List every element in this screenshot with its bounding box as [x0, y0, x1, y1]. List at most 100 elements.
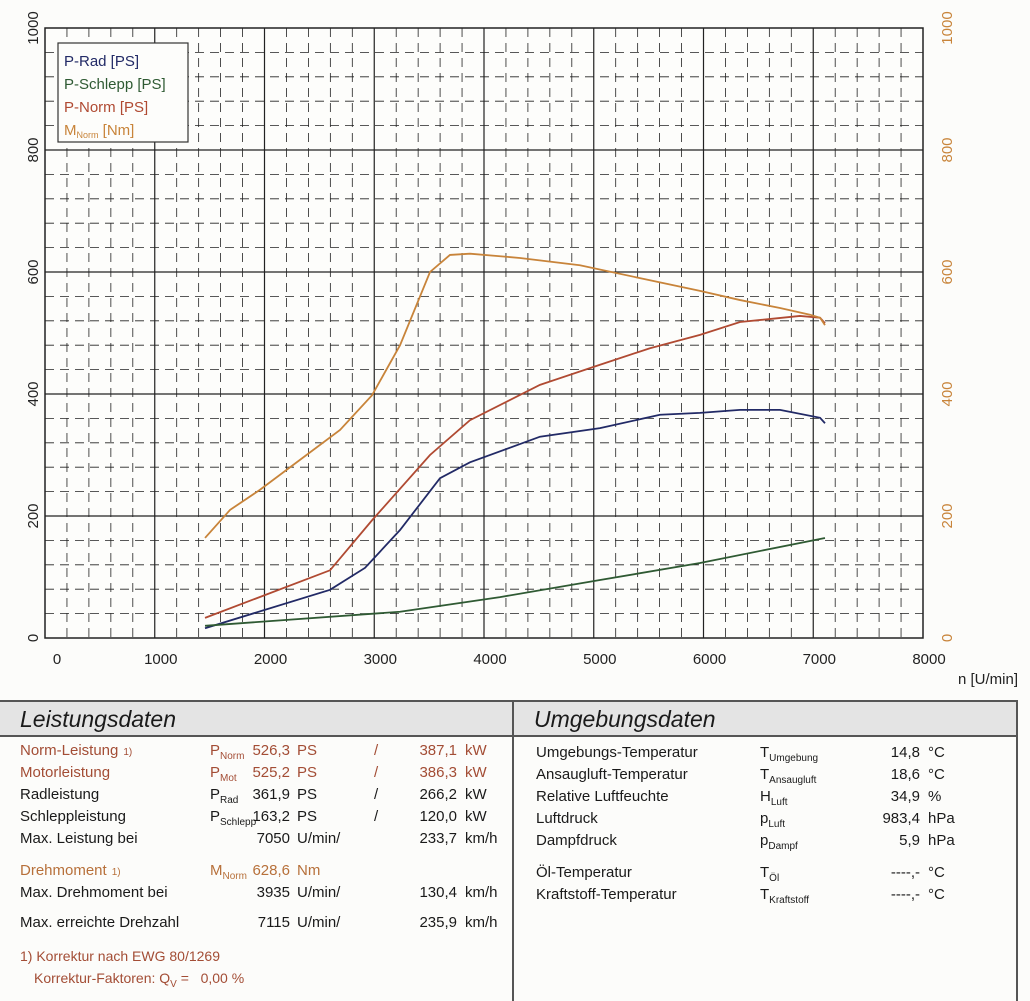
row-unit: %: [928, 788, 942, 805]
row-value-1: 525,2: [252, 764, 290, 781]
row-value-1: 163,2: [252, 808, 290, 825]
row-unit-1: U/min/: [297, 914, 341, 931]
factor-label: Korrektur-Faktoren: Q: [34, 970, 171, 986]
y-tick-label: 400: [25, 381, 42, 406]
row-value-2: 233,7: [419, 830, 457, 847]
row-symbol: MNorm: [210, 862, 247, 882]
x-tick-label: 7000: [803, 651, 836, 668]
row-label: Luftdruck: [536, 810, 598, 827]
row-label: Radleistung: [20, 786, 100, 803]
row-unit-2: kW: [465, 742, 487, 759]
series-line-2: [204, 315, 826, 619]
row-value-1: 526,3: [252, 742, 290, 759]
x-tick-label: 3000: [364, 651, 397, 668]
series-line-3: [204, 252, 826, 539]
row-value: 983,4: [882, 810, 920, 827]
x-tick-label: 2000: [254, 651, 287, 668]
series-line-1: [204, 537, 826, 627]
y2-tick-label: 200: [939, 503, 956, 528]
row-symbol: TAnsaugluft: [760, 766, 817, 786]
row-label: Motorleistung: [20, 764, 111, 781]
x-tick-label: 0: [53, 651, 61, 668]
legend-entry: MNorm [Nm]: [64, 122, 134, 140]
factor-sub: V: [170, 979, 177, 990]
row-label: Dampfdruck: [536, 832, 617, 849]
row-value-1: 7050: [256, 830, 290, 847]
row-unit-1: U/min/: [297, 830, 341, 847]
row-symbol: pDampf: [760, 832, 798, 852]
row-separator: /: [374, 808, 379, 825]
row-unit: °C: [928, 744, 945, 761]
row-value: 14,8: [890, 744, 920, 761]
row-label: Kraftstoff-Temperatur: [536, 886, 677, 903]
row-label: Öl-Temperatur: [536, 864, 632, 881]
row-unit-1: U/min/: [297, 884, 341, 901]
footnote-correction: 1) Korrektur nach EWG 80/1269: [20, 948, 220, 964]
x-tick-label: 6000: [693, 651, 726, 668]
row-separator: /: [374, 786, 379, 803]
row-value-1: 361,9: [252, 786, 290, 803]
x-tick-label: 8000: [912, 651, 945, 668]
row-symbol: TUmgebung: [760, 744, 819, 764]
row-unit-1: PS: [297, 786, 318, 803]
row-value-1: 3935: [256, 884, 290, 901]
row-label: Norm-Leistung 1): [20, 742, 133, 759]
row-symbol: PSchlepp: [210, 808, 257, 828]
y-tick-label: 800: [25, 137, 42, 162]
row-value: 18,6: [890, 766, 920, 783]
x-axis-label: n [U/min]: [958, 671, 1018, 688]
y-tick-label: 0: [25, 634, 42, 642]
row-value: ----,-: [890, 864, 920, 881]
y2-tick-label: 600: [939, 259, 956, 284]
legend-box: [57, 42, 189, 143]
row-unit: hPa: [928, 832, 955, 849]
y-tick-label: 200: [25, 503, 42, 528]
row-value-2: 387,1: [419, 742, 457, 759]
row-label: Drehmoment 1): [20, 862, 121, 879]
row-symbol: TÖl: [760, 864, 780, 884]
row-unit-1: PS: [297, 742, 318, 759]
row-unit-1: PS: [297, 764, 318, 781]
row-unit-1: PS: [297, 808, 318, 825]
row-symbol: HLuft: [760, 788, 788, 808]
umgebungsdaten-title: Umgebungsdaten: [514, 702, 1016, 737]
row-unit-2: km/h: [465, 884, 498, 901]
y-tick-label: 1000: [25, 11, 42, 44]
y2-tick-label: 800: [939, 137, 956, 162]
row-unit-2: km/h: [465, 830, 498, 847]
row-label: Ansaugluft-Temperatur: [536, 766, 688, 783]
legend-entry: P-Rad [PS]: [64, 53, 139, 70]
row-label: Schleppleistung: [20, 808, 126, 825]
row-unit-2: kW: [465, 764, 487, 781]
y2-tick-label: 400: [939, 381, 956, 406]
y2-tick-label: 0: [939, 634, 956, 642]
row-symbol: pLuft: [760, 810, 786, 830]
x-tick-label: 5000: [583, 651, 616, 668]
row-value-1: 7115: [257, 914, 290, 931]
y-tick-label: 600: [25, 259, 42, 284]
x-tick-label: 4000: [473, 651, 506, 668]
leistungsdaten-panel: Leistungsdaten Norm-Leistung 1) PNorm 526,3…: [0, 700, 514, 1001]
factor-value: = 0,00 %: [176, 970, 245, 986]
row-label: Umgebungs-Temperatur: [536, 744, 698, 761]
row-value-2: 120,0: [419, 808, 457, 825]
series-line-0: [204, 408, 826, 630]
row-value-2: 266,2: [419, 786, 457, 803]
row-value-2: 130,4: [419, 884, 457, 901]
row-unit-2: km/h: [465, 914, 498, 931]
row-symbol: PNorm: [210, 742, 245, 762]
footnote-factors: Korrektur-Faktoren: QV = 0,00 %: [34, 970, 244, 990]
row-separator: /: [374, 764, 379, 781]
row-label: Max. Drehmoment bei: [20, 884, 168, 901]
umgebungsdaten-panel: Umgebungsdaten Umgebungs-Temperatur TUmge…: [514, 700, 1018, 1001]
row-label: Max. erreichte Drehzahl: [20, 914, 180, 931]
row-value-2: 235,9: [419, 914, 457, 931]
row-unit: °C: [928, 766, 945, 783]
row-value: 34,9: [890, 788, 920, 805]
row-value: 5,9: [899, 832, 920, 849]
row-value: ----,-: [890, 886, 920, 903]
row-unit: °C: [928, 864, 945, 881]
legend-entry: P-Norm [PS]: [64, 99, 148, 116]
row-unit-2: kW: [465, 808, 487, 825]
row-symbol: PMot: [210, 764, 237, 784]
